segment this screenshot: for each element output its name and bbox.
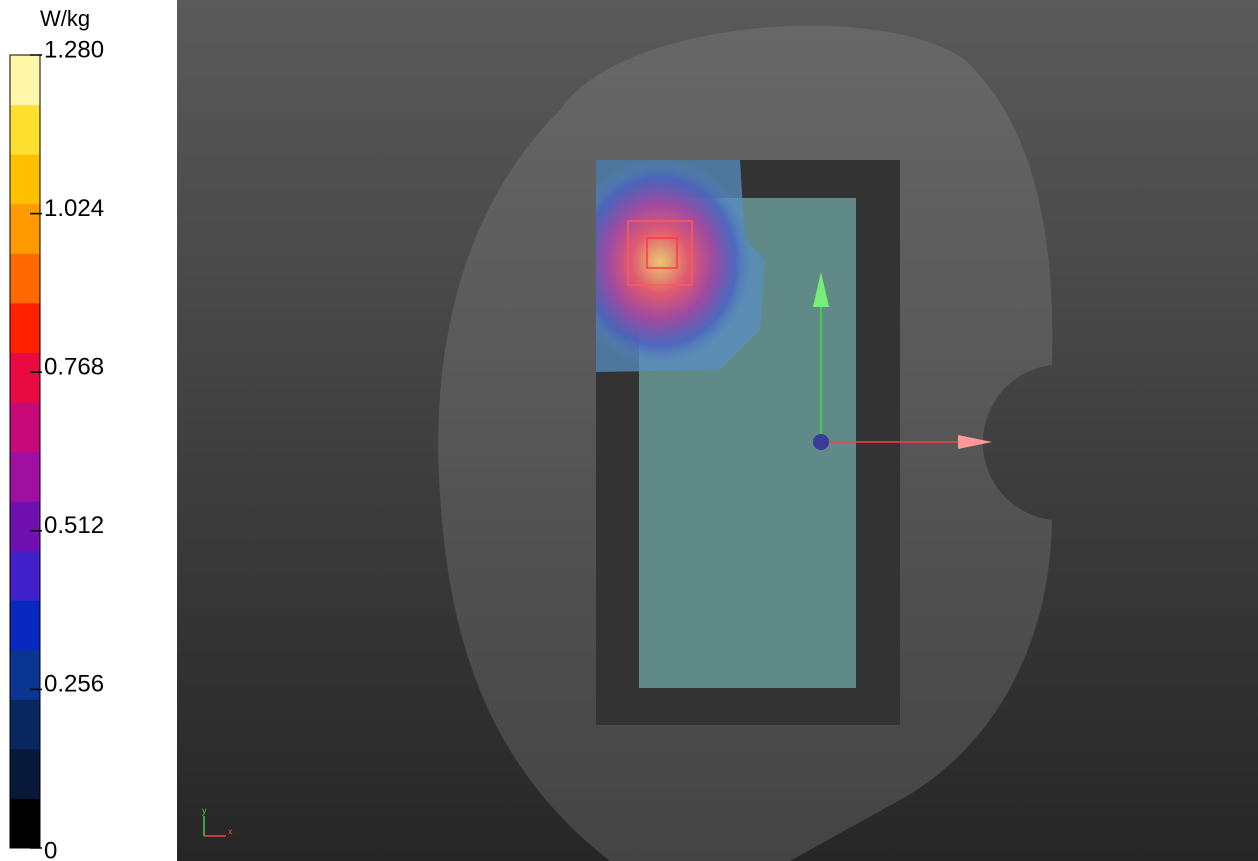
colorbar-tick-label: 0.512 — [44, 512, 104, 539]
colorbar: 1.280 1.024 0.768 0.512 0.256 0 — [9, 36, 104, 861]
colorbar-band — [10, 699, 40, 750]
sar-hotspot — [596, 160, 765, 372]
colorbar-band — [10, 104, 40, 155]
colorbar-band — [10, 203, 40, 254]
colorbar-tick-label: 1.280 — [44, 36, 104, 63]
colorbar-band — [10, 501, 40, 552]
colorbar-band — [10, 55, 40, 106]
colorbar-band — [10, 748, 40, 799]
y-arrow-head — [813, 272, 829, 307]
colorbar-tick-label: 0.768 — [44, 354, 104, 381]
colorbar-tick-label: 0 — [44, 837, 57, 861]
colorbar-tick-label: 0.256 — [44, 671, 104, 698]
colorbar-band — [10, 401, 40, 452]
axes-triad: y x — [202, 805, 233, 837]
colorbar-band — [10, 550, 40, 601]
triad-x-label: x — [228, 826, 233, 836]
colorbar-tick-label: 1.024 — [44, 195, 104, 222]
colorbar-frame — [9, 54, 41, 849]
colorbar-band — [10, 451, 40, 502]
peak-cube-inner — [646, 237, 678, 269]
colorbar-band — [10, 600, 40, 651]
colorbar-band — [10, 154, 40, 205]
colorbar-band — [10, 798, 40, 849]
origin-sphere — [813, 434, 829, 450]
triad-y-label: y — [202, 805, 207, 815]
peak-cube-outer — [627, 220, 693, 286]
x-arrow-head — [958, 435, 992, 449]
colorbar-band — [10, 302, 40, 353]
colorbar-band — [10, 352, 40, 403]
colorbar-unit: W/kg — [40, 6, 90, 31]
colorbar-band — [10, 253, 40, 304]
colorbar-band — [10, 649, 40, 700]
